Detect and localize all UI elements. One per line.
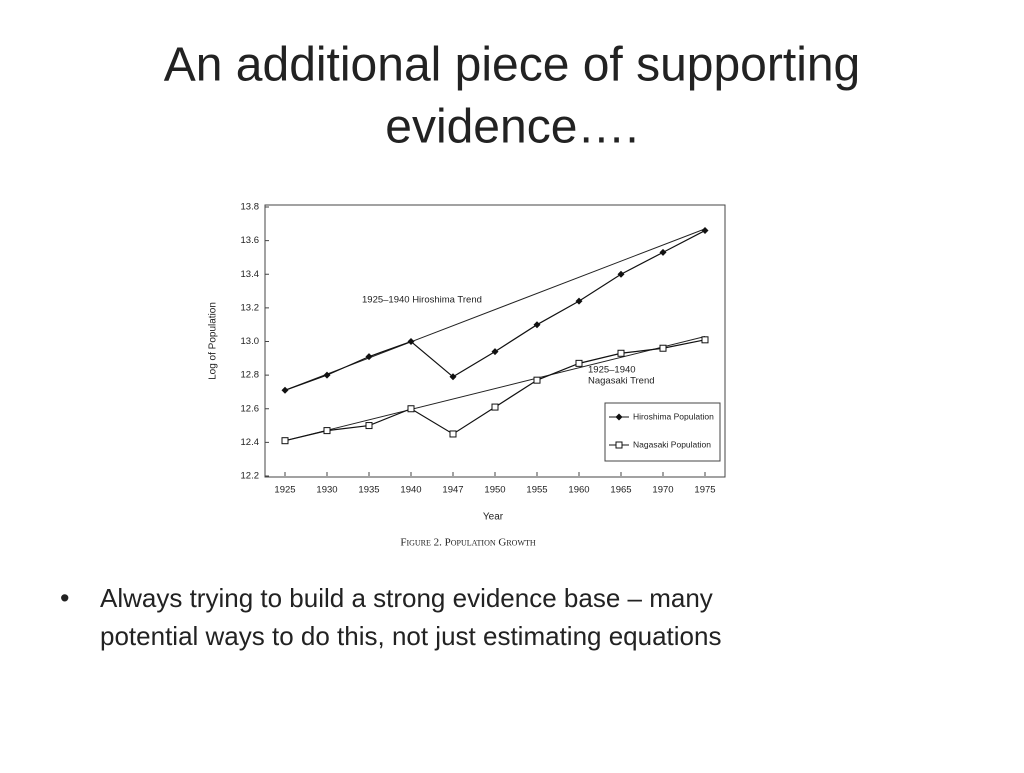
x-tick-label: 1960 [568,485,589,496]
y-tick-label: 13.0 [241,336,260,347]
point [449,373,457,381]
y-axis-label: Log of Population [208,302,219,380]
point [617,270,625,278]
legend-box [604,402,721,462]
point [533,321,541,329]
point [491,348,499,356]
x-tick-label: 1935 [358,485,379,496]
point [281,437,289,445]
point [533,376,541,384]
point [323,371,331,379]
figure-caption: Figure 2. Population Growth [400,537,536,549]
x-tick-label: 1947 [442,485,463,496]
point [575,297,583,305]
y-tick-label: 12.8 [241,370,260,381]
point [575,359,583,367]
point [407,338,415,345]
slide-title: An additional piece of supporting [164,39,861,92]
point [615,413,623,421]
point [365,422,373,430]
point [617,349,625,357]
x-axis-label: Year [483,512,504,523]
point [659,344,667,352]
point [281,386,289,394]
point [323,427,331,435]
y-tick-label: 13.6 [241,235,260,246]
point [659,248,667,256]
point [491,403,499,411]
x-tick-label: 1930 [316,485,337,496]
x-tick-label: 1955 [526,485,547,496]
x-tick-label: 1940 [400,485,421,496]
point [701,336,709,344]
point [365,353,373,361]
y-tick-label: 13.4 [241,269,260,280]
trend-label: 1925–1940 Hiroshima Trend [362,295,482,306]
bullet-marker: • [60,583,69,613]
point [407,405,415,413]
x-tick-label: 1965 [610,485,631,496]
legend-label: Nagasaki Population [633,439,711,449]
point [449,430,457,438]
point [615,441,623,449]
x-tick-label: 1970 [652,485,673,496]
bullet-text: Always trying to build a strong evidence… [100,583,713,613]
y-tick-label: 12.6 [241,403,260,414]
trend-line [284,335,706,442]
trend-label: Nagasaki Trend [588,376,655,387]
trend-label: 1925–1940 [588,365,636,376]
y-tick-label: 13.8 [241,202,260,213]
y-tick-label: 12.2 [241,471,260,482]
series-line [284,230,706,391]
slide-title: evidence…. [385,101,638,154]
y-tick-label: 13.2 [241,302,260,313]
bullet-text: potential ways to do this, not just esti… [100,621,721,651]
x-tick-label: 1925 [274,485,295,496]
y-tick-label: 12.4 [241,437,260,448]
point [701,227,709,235]
legend-label: Hiroshima Population [633,411,714,421]
x-tick-label: 1950 [484,485,505,496]
x-tick-label: 1975 [694,485,715,496]
